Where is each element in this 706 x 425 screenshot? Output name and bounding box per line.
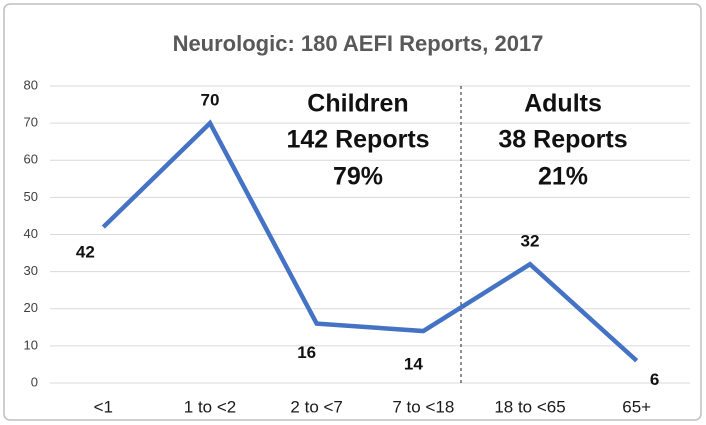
y-tick-label: 80 [24,77,38,92]
x-tick-label: 65+ [622,397,651,416]
x-tick-label: 18 to <65 [494,397,565,416]
y-tick-label: 60 [24,152,38,167]
annotation: Children [307,90,408,118]
annotation: 38 Reports [498,126,627,154]
x-tick-label: 1 to <2 [184,397,236,416]
data-label: 16 [297,343,316,362]
data-label: 42 [76,243,95,262]
y-tick-label: 40 [24,226,38,241]
y-tick-label: 50 [24,189,38,204]
x-tick-label: <1 [94,397,113,416]
data-line [101,119,639,363]
chart-border [3,3,702,421]
x-tick-label: 7 to <18 [392,397,454,416]
annotation: 79% [333,163,383,191]
annotation: 142 Reports [286,126,429,154]
y-tick-label: 0 [31,374,38,389]
y-tick-label: 70 [24,115,38,130]
data-label: 14 [404,355,423,374]
annotation: Adults [524,90,602,118]
data-label: 32 [521,232,540,251]
x-tick-label: 2 to <7 [290,397,342,416]
y-tick-label: 10 [24,337,38,352]
annotation: 21% [538,163,588,191]
y-tick-label: 20 [24,300,38,315]
chart-title: Neurologic: 180 AEFI Reports, 2017 [173,31,544,56]
y-tick-label: 30 [24,263,38,278]
data-label: 70 [201,91,220,110]
data-label: 6 [650,370,659,389]
